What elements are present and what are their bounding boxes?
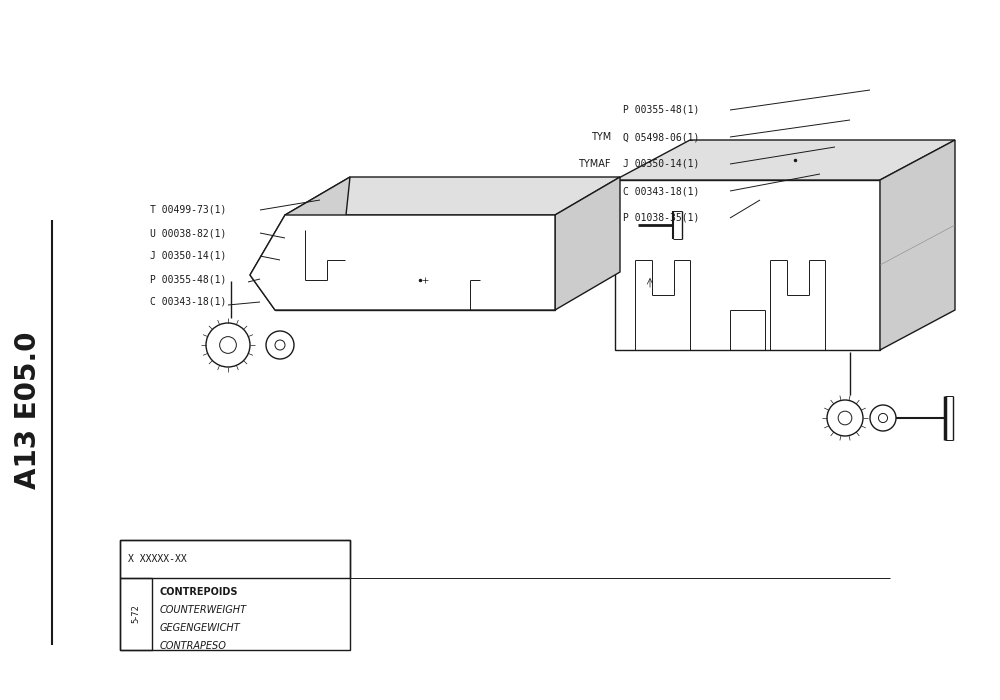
Text: C 00343-18(1): C 00343-18(1) — [623, 186, 699, 196]
Text: J 00350-14(1): J 00350-14(1) — [150, 251, 226, 261]
Bar — [120, 540, 350, 650]
Text: P 01038-35(1): P 01038-35(1) — [623, 213, 699, 223]
Text: J 00350-14(1): J 00350-14(1) — [623, 159, 699, 169]
Text: U 00038-82(1): U 00038-82(1) — [150, 228, 226, 238]
Text: Q 05498-06(1): Q 05498-06(1) — [623, 132, 699, 142]
Text: A13 E05.0: A13 E05.0 — [14, 331, 42, 489]
Polygon shape — [555, 177, 620, 310]
Text: CONTREPOIDS: CONTREPOIDS — [160, 587, 239, 597]
Text: X XXXXX-XX: X XXXXX-XX — [128, 554, 187, 564]
Text: CONTRAPESO: CONTRAPESO — [160, 641, 227, 651]
Bar — [120, 578, 152, 650]
Text: C 00343-18(1): C 00343-18(1) — [150, 297, 226, 307]
Polygon shape — [880, 140, 955, 350]
Text: T 00499-73(1): T 00499-73(1) — [150, 205, 226, 215]
Text: GEGENGEWICHT: GEGENGEWICHT — [160, 623, 241, 633]
Text: TYMAF: TYMAF — [578, 159, 611, 169]
Text: TYM: TYM — [591, 132, 611, 142]
Text: P 00355-48(1): P 00355-48(1) — [623, 105, 699, 115]
Text: 5-72: 5-72 — [132, 605, 140, 624]
Bar — [120, 540, 350, 578]
Polygon shape — [275, 215, 555, 310]
Text: COUNTERWEIGHT: COUNTERWEIGHT — [160, 605, 247, 615]
Polygon shape — [275, 177, 350, 310]
Polygon shape — [615, 180, 880, 350]
Text: P 00355-48(1): P 00355-48(1) — [150, 274, 226, 284]
Polygon shape — [615, 140, 955, 180]
Polygon shape — [285, 177, 620, 215]
Polygon shape — [250, 215, 555, 310]
